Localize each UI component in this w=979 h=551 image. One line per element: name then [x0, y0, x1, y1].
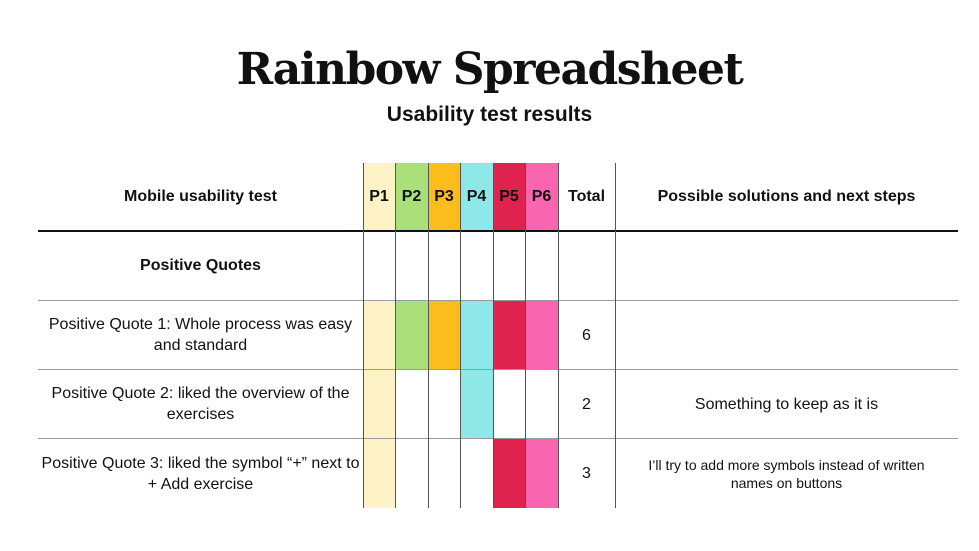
participant-mark-p1	[363, 369, 395, 438]
header-bg-p1	[363, 163, 395, 230]
participant-mark-p3	[428, 300, 460, 369]
header-bg-p4	[460, 163, 493, 230]
row-solution	[615, 232, 958, 300]
column-header-p5: P5	[499, 187, 519, 205]
column-header-test: Mobile usability test	[124, 187, 277, 205]
results-table: Positive Quotes Positive Quote 1: Whole p…	[38, 163, 958, 508]
page-title: Rainbow Spreadsheet	[236, 44, 744, 95]
column-header-p6: P6	[531, 187, 552, 205]
row-divider	[38, 300, 958, 301]
page-subtitle: Usability test results	[386, 103, 593, 126]
header-bg-p3	[428, 163, 460, 230]
column-divider	[558, 163, 559, 508]
row-divider	[38, 438, 958, 439]
header-bg-p2	[395, 163, 428, 230]
column-header-p1: P1	[369, 187, 389, 205]
participant-mark-p1	[363, 300, 395, 369]
participant-mark-p4	[460, 300, 493, 369]
row-divider	[38, 369, 958, 370]
column-divider	[428, 163, 429, 508]
column-header-p4: P4	[466, 187, 487, 205]
column-header-p2: P2	[401, 187, 422, 205]
row-solution	[615, 301, 958, 369]
row-total: 2	[582, 395, 591, 413]
participant-mark-p4	[460, 369, 493, 438]
participant-mark-p5	[493, 300, 525, 369]
header-bg-p6	[525, 163, 558, 230]
row-solution: I’ll try to add more symbols instead of …	[648, 456, 925, 491]
header-bg-p5	[493, 163, 525, 230]
participant-mark-p5	[493, 438, 525, 508]
row-solution: Something to keep as it is	[694, 395, 879, 413]
column-divider	[615, 163, 616, 508]
column-header-total: Total	[567, 187, 606, 205]
column-divider	[493, 163, 494, 508]
row-total: 3	[582, 465, 591, 482]
row-label: Positive Quote 1: Whole process was easy…	[48, 316, 353, 354]
participant-mark-p2	[395, 300, 428, 369]
participant-mark-p1	[363, 438, 395, 508]
column-divider	[460, 163, 461, 508]
column-divider	[363, 163, 364, 508]
participant-mark-p6	[525, 438, 558, 508]
participant-mark-p6	[525, 300, 558, 369]
row-label: Positive Quote 3: liked the symbol “+” n…	[41, 454, 360, 493]
row-total	[558, 232, 615, 300]
row-total: 6	[582, 326, 591, 344]
row-label: Positive Quote 2: liked the overview of …	[51, 385, 350, 423]
column-header-p3: P3	[434, 187, 454, 205]
column-divider	[525, 163, 526, 508]
column-divider	[395, 163, 396, 508]
header-divider	[38, 230, 958, 232]
section-heading: Positive Quotes	[140, 257, 261, 274]
column-header-solutions: Possible solutions and next steps	[657, 187, 916, 205]
